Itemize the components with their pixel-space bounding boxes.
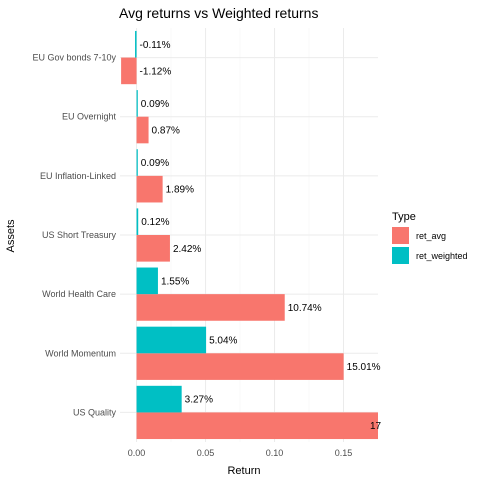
bar-ret_avg	[136, 235, 170, 262]
data-label-ret_weighted: 3.27%	[185, 395, 213, 406]
x-axis-label: Return	[227, 465, 260, 477]
data-label-ret_weighted: 0.09%	[141, 99, 169, 110]
y-tick-labels: EU Gov bonds 7-10y EU Overnight EU Inflati…	[32, 53, 116, 418]
data-label-ret_weighted: 0.12%	[141, 217, 169, 228]
data-label-ret_weighted: 1.55%	[161, 276, 189, 287]
bar-ret_avg	[136, 175, 163, 203]
x-tick-label: 0.05	[197, 448, 215, 458]
bar-ret_weighted	[136, 90, 138, 117]
legend-key-ret_avg	[392, 227, 409, 244]
y-tick-label: EU Gov bonds 7-10y	[32, 53, 116, 63]
data-label-ret_avg: 2.42%	[173, 244, 201, 255]
data-label-ret_avg: 1.89%	[166, 185, 194, 196]
bar-ret_weighted	[136, 326, 207, 354]
y-tick-label: World Momentum	[45, 348, 116, 358]
bar-ret_weighted	[136, 149, 138, 176]
bar-ret_avg	[121, 57, 137, 85]
x-tick-label: 0.10	[266, 448, 284, 458]
legend-title: Type	[392, 211, 416, 223]
bar-ret_weighted	[136, 385, 182, 413]
x-tick-label: 0.15	[335, 448, 353, 458]
y-tick-label: EU Inflation-Linked	[40, 171, 116, 181]
bar-ret_weighted	[136, 208, 139, 235]
legend-label-ret_avg: ret_avg	[416, 231, 446, 241]
bar-ret_weighted	[136, 267, 158, 295]
data-label-ret_avg: 0.87%	[152, 126, 180, 137]
y-tick-label: World Health Care	[42, 289, 116, 299]
legend: Type ret_avg ret_weighted	[392, 211, 468, 264]
bar-ret_avg	[136, 412, 378, 440]
y-tick-label: US Quality	[73, 407, 117, 417]
legend-label-ret_weighted: ret_weighted	[416, 251, 468, 261]
bar-ret_avg	[136, 294, 285, 321]
x-tick-labels: 0.00 0.05 0.10 0.15	[128, 448, 352, 458]
data-label-ret_avg: 17	[370, 421, 382, 432]
value-labels: -1.12% -0.11% 0.87% 0.09% 1.89% 0.09% 2.42% 0.1…	[140, 40, 382, 432]
y-axis-label: Assets	[5, 219, 17, 253]
data-label-ret_weighted: 0.09%	[141, 158, 169, 169]
chart-title: Avg returns vs Weighted returns	[119, 5, 318, 21]
data-label-ret_avg: -1.12%	[140, 66, 172, 77]
data-label-ret_avg: 15.01%	[347, 362, 381, 373]
bar-ret_weighted	[135, 30, 137, 58]
legend-key-ret_weighted	[392, 247, 409, 264]
data-label-ret_weighted: -0.11%	[140, 40, 171, 51]
data-label-ret_weighted: 5.04%	[209, 335, 237, 346]
data-label-ret_avg: 10.74%	[288, 303, 322, 314]
y-tick-label: US Short Treasury	[42, 230, 117, 240]
bar-ret_avg	[136, 353, 344, 380]
bar-ret_avg	[136, 116, 149, 144]
bars	[121, 30, 378, 440]
x-tick-label: 0.00	[128, 448, 146, 458]
y-tick-label: EU Overnight	[62, 112, 117, 122]
